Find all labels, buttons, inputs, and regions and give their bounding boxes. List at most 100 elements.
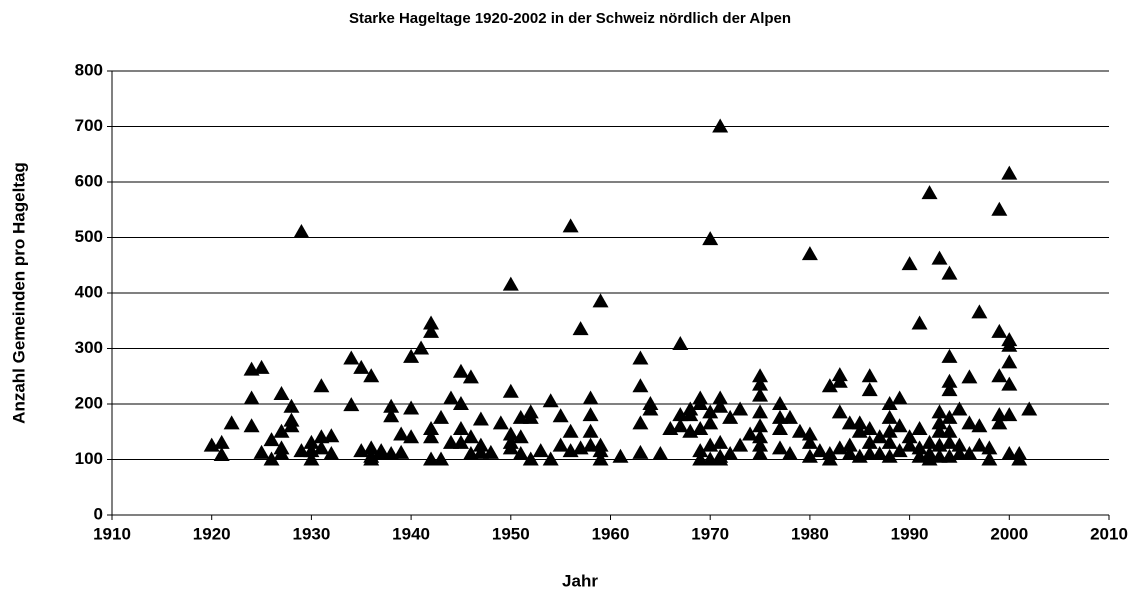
point xyxy=(452,363,469,378)
point xyxy=(961,445,978,460)
point xyxy=(542,451,559,466)
point xyxy=(213,434,230,449)
point xyxy=(712,390,729,405)
point xyxy=(801,246,818,261)
point xyxy=(971,418,988,433)
point xyxy=(1001,407,1018,422)
point xyxy=(403,348,420,363)
point xyxy=(562,423,579,438)
point xyxy=(712,434,729,449)
point xyxy=(961,415,978,430)
point xyxy=(612,448,629,463)
point xyxy=(572,321,589,336)
point xyxy=(423,315,440,330)
point xyxy=(911,420,928,435)
point xyxy=(502,440,519,455)
point xyxy=(931,404,948,419)
point xyxy=(672,418,689,433)
point xyxy=(801,426,818,441)
point xyxy=(283,398,300,413)
point xyxy=(433,409,450,424)
point xyxy=(941,382,958,397)
point xyxy=(971,304,988,319)
x-tick-label: 1960 xyxy=(592,524,630,543)
point xyxy=(752,404,769,419)
point xyxy=(791,423,808,438)
point xyxy=(263,432,280,447)
y-tick-label: 400 xyxy=(75,282,103,301)
point xyxy=(423,323,440,338)
point xyxy=(592,443,609,458)
point xyxy=(393,444,410,459)
point xyxy=(921,434,938,449)
point xyxy=(632,415,649,430)
point xyxy=(851,415,868,430)
point xyxy=(752,429,769,444)
point xyxy=(981,440,998,455)
x-tick-label: 1980 xyxy=(791,524,829,543)
point xyxy=(881,396,898,410)
point xyxy=(393,426,410,441)
point xyxy=(273,445,290,460)
point xyxy=(323,445,340,460)
point xyxy=(941,348,958,363)
point xyxy=(771,420,788,435)
point xyxy=(971,437,988,452)
point xyxy=(442,390,459,405)
y-tick-label: 800 xyxy=(75,60,103,79)
point xyxy=(901,256,918,271)
point xyxy=(752,376,769,391)
point xyxy=(472,411,489,426)
point xyxy=(1001,337,1018,352)
y-tick-label: 700 xyxy=(75,116,103,135)
point xyxy=(492,415,509,430)
point xyxy=(911,315,928,330)
point xyxy=(821,451,838,466)
point xyxy=(642,401,659,416)
point xyxy=(991,201,1008,216)
point xyxy=(502,383,519,398)
point xyxy=(283,418,300,433)
point xyxy=(632,444,649,459)
x-tick-label: 1910 xyxy=(93,524,131,543)
x-tick-label: 1930 xyxy=(292,524,330,543)
chart-title: Starke Hageltage 1920-2002 in der Schwei… xyxy=(349,10,791,27)
point xyxy=(951,401,968,416)
point xyxy=(363,440,380,455)
point xyxy=(462,369,479,384)
point xyxy=(293,223,310,238)
point xyxy=(303,451,320,466)
y-tick-label: 300 xyxy=(75,338,103,357)
point xyxy=(752,437,769,452)
point xyxy=(722,409,739,424)
point xyxy=(702,415,719,430)
point xyxy=(213,447,230,462)
point xyxy=(323,428,340,443)
point xyxy=(702,404,719,419)
point xyxy=(941,434,958,449)
point xyxy=(931,415,948,430)
point xyxy=(752,445,769,460)
point xyxy=(343,397,360,412)
point xyxy=(472,437,489,452)
point xyxy=(273,386,290,401)
point xyxy=(1021,401,1038,416)
point xyxy=(552,408,569,423)
point xyxy=(991,368,1008,383)
point xyxy=(991,323,1008,338)
point xyxy=(243,390,260,405)
point xyxy=(462,429,479,444)
point xyxy=(861,420,878,435)
point xyxy=(452,420,469,435)
point xyxy=(273,423,290,438)
x-tick-label: 1990 xyxy=(891,524,929,543)
point xyxy=(692,420,709,435)
point xyxy=(452,434,469,449)
point xyxy=(582,407,599,422)
point xyxy=(383,398,400,413)
point xyxy=(921,185,938,200)
point xyxy=(1001,354,1018,369)
y-tick-label: 500 xyxy=(75,227,103,246)
point xyxy=(522,451,539,466)
